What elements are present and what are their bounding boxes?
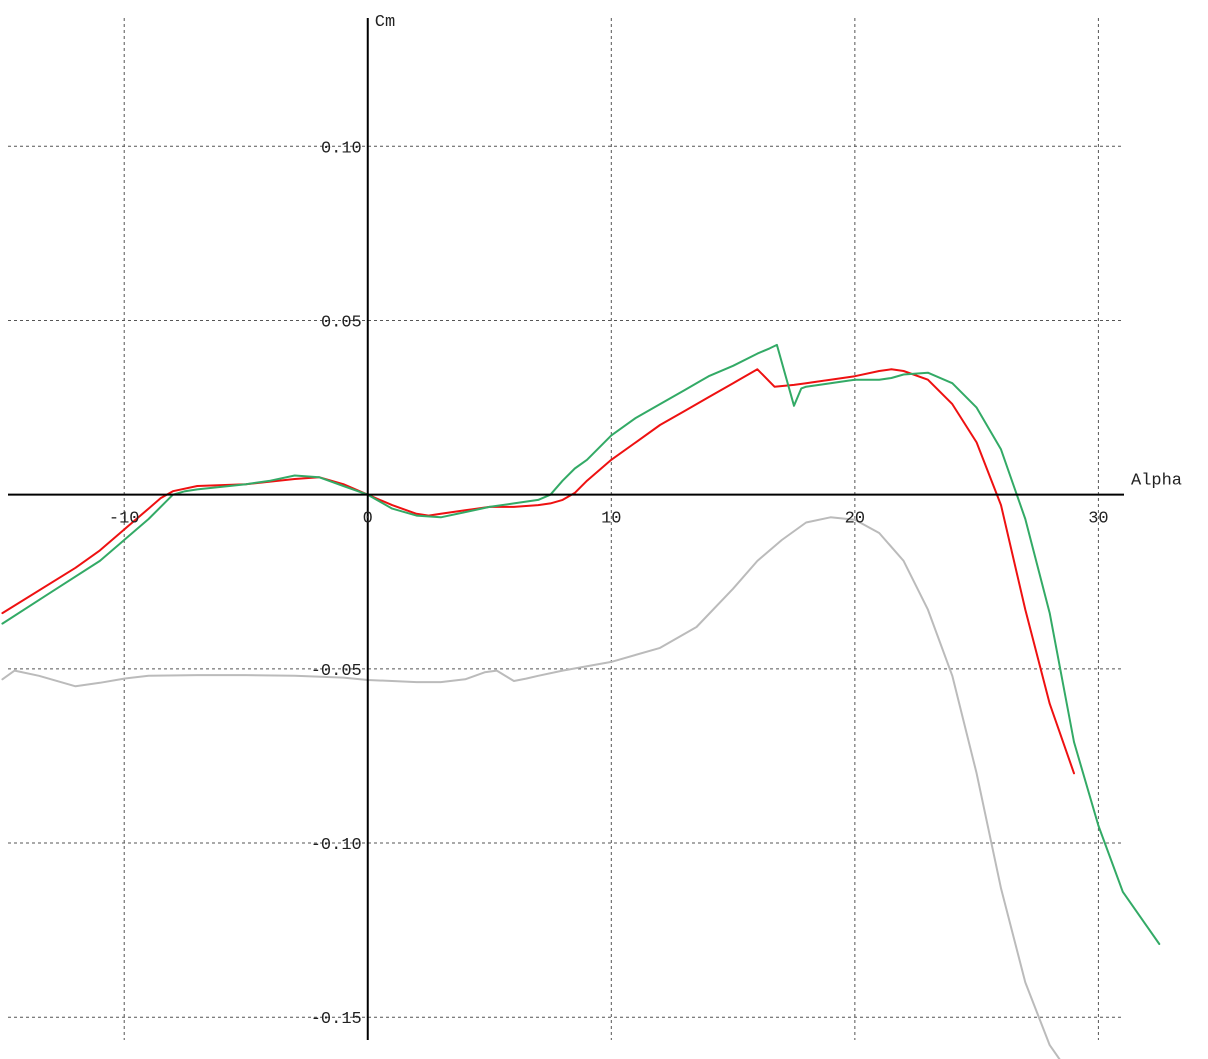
y-axis-title: Cm: [375, 13, 395, 32]
x-tick-label: 10: [601, 510, 621, 529]
y-tick-label: -0.05: [311, 662, 362, 681]
data-series: [1, 343, 1161, 1059]
y-tick-label: -0.10: [311, 836, 362, 855]
x-tick-label: 20: [845, 510, 865, 529]
x-axis-title: Alpha: [1131, 472, 1182, 491]
axes: [8, 18, 1124, 1040]
series-line-1: [1, 343, 1161, 945]
y-tick-label: 0.10: [321, 139, 362, 158]
grid-lines: [8, 18, 1124, 1040]
y-tick-label: 0.05: [321, 313, 362, 332]
tick-labels: -10 0 10 20 30 0.10 0.05 -0.05 -0.10 -0.15: [109, 139, 1109, 1029]
series-line-0: [1, 368, 1075, 775]
series-line-2: [1, 516, 1061, 1059]
y-tick-label: -0.15: [311, 1010, 362, 1029]
x-tick-label: 30: [1088, 510, 1108, 529]
x-tick-label: -10: [109, 510, 140, 529]
x-tick-label: 0: [363, 510, 373, 529]
